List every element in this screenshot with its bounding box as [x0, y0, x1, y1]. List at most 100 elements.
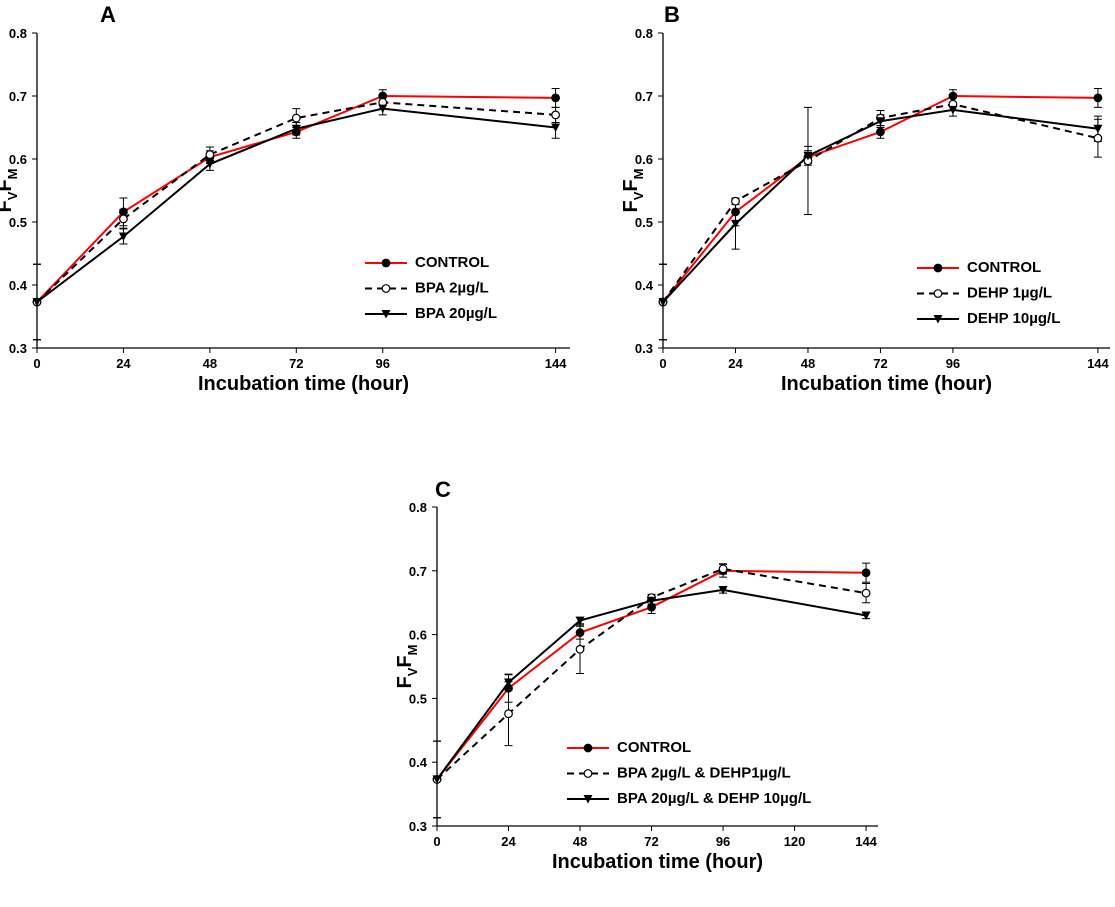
legend-label: BPA 20µg/L — [415, 305, 497, 322]
x-tick-label: 72 — [873, 356, 887, 371]
y-tick-label: 0.8 — [409, 500, 427, 515]
panel: 0 24 48 72 96 144 0.3 0.4 0.5 0.6 0.7 0.8 B Incubatio… — [620, 2, 1110, 395]
panel: 0 24 48 72 96 120 144 0.3 0.4 0.5 0.6 0.7 0.8 C Incuba… — [394, 477, 878, 873]
legend-label: BPA 2µg/L — [415, 279, 489, 296]
series-line — [36, 94, 556, 303]
y-title-subscript: V — [405, 667, 420, 676]
marker — [504, 709, 513, 719]
y-title-letter: F — [620, 200, 642, 212]
y-title-letter: F — [394, 655, 416, 667]
marker — [1093, 133, 1103, 143]
y-tick-label: 0.8 — [9, 26, 27, 41]
y-title-letter: F — [394, 676, 416, 688]
y-tick-label: 0.3 — [9, 341, 27, 356]
y-title-subscript: M — [5, 169, 20, 180]
y-tick-label: 0.7 — [635, 89, 653, 104]
y-title-subscript: M — [405, 645, 420, 656]
marker — [861, 568, 871, 578]
x-tick-label: 0 — [33, 356, 40, 371]
marker — [730, 219, 740, 229]
series-line — [36, 107, 556, 303]
y-title-letter: F — [620, 179, 642, 191]
series-line — [436, 588, 867, 781]
legend-marker — [381, 284, 391, 293]
legend-marker — [583, 769, 593, 778]
x-tick-label: 24 — [116, 356, 131, 371]
panel-label: C — [435, 477, 451, 502]
y-title-subscript: V — [631, 191, 646, 200]
y-axis-title: FVFM — [0, 169, 20, 213]
marker — [1093, 124, 1103, 134]
legend-label: DEHP 10µg/L — [967, 310, 1060, 327]
marker — [647, 596, 657, 606]
legend-label: BPA 20µg/L & DEHP 10µg/L — [617, 790, 811, 807]
panel: 0 24 48 72 96 144 0.3 0.4 0.5 0.6 0.7 0.8 A Incubatio… — [0, 2, 570, 395]
y-tick-label: 0.5 — [635, 215, 653, 230]
y-tick-label: 0.3 — [635, 341, 653, 356]
legend-marker — [381, 258, 391, 268]
marker — [948, 91, 958, 101]
x-tick-label: 120 — [784, 834, 806, 849]
marker — [32, 298, 42, 307]
marker — [575, 616, 585, 626]
y-axis-title: FVFM — [394, 645, 420, 689]
x-axis-title: Incubation time (hour) — [552, 851, 763, 873]
x-tick-label: 144 — [855, 834, 877, 849]
y-tick-label: 0.3 — [409, 819, 427, 834]
marker — [1093, 93, 1103, 103]
y-tick-label: 0.6 — [409, 628, 427, 643]
x-tick-label: 96 — [375, 356, 389, 371]
marker — [575, 628, 585, 638]
marker — [378, 104, 388, 114]
legend-label: BPA 2µg/L & DEHP1µg/L — [617, 764, 791, 781]
x-tick-label: 96 — [946, 356, 960, 371]
x-tick-label: 72 — [289, 356, 303, 371]
marker — [291, 124, 301, 134]
marker — [575, 644, 585, 654]
y-title-subscript: M — [631, 169, 646, 180]
y-tick-label: 0.4 — [635, 278, 654, 293]
marker — [948, 105, 958, 115]
marker — [551, 110, 560, 120]
x-tick-label: 48 — [573, 834, 587, 849]
marker — [876, 127, 885, 137]
x-tick-label: 24 — [501, 834, 516, 849]
x-axis-title: Incubation time (hour) — [198, 373, 409, 395]
marker — [551, 93, 560, 103]
x-tick-label: 144 — [545, 356, 567, 371]
y-tick-label: 0.7 — [409, 564, 427, 579]
y-title-letter: F — [0, 200, 16, 212]
x-tick-label: 48 — [203, 356, 217, 371]
marker — [803, 151, 813, 161]
marker — [504, 678, 514, 687]
marker — [291, 113, 301, 123]
panel-label: B — [664, 2, 680, 27]
y-tick-label: 0.5 — [409, 691, 427, 706]
marker — [658, 298, 668, 307]
legend-label: CONTROL — [617, 739, 691, 756]
marker — [731, 207, 740, 217]
marker — [205, 150, 215, 159]
legend-label: CONTROL — [415, 254, 489, 271]
y-tick-label: 0.4 — [9, 278, 28, 293]
y-tick-label: 0.6 — [9, 152, 27, 167]
x-tick-label: 144 — [1087, 356, 1109, 371]
y-tick-label: 0.7 — [9, 89, 27, 104]
marker — [731, 196, 740, 206]
legend-marker — [381, 310, 391, 319]
x-tick-label: 72 — [644, 834, 658, 849]
y-tick-label: 0.4 — [409, 755, 428, 770]
y-title-letter: F — [0, 179, 16, 191]
x-axis-title: Incubation time (hour) — [781, 373, 992, 395]
y-tick-label: 0.6 — [635, 152, 653, 167]
series-line — [662, 94, 1098, 303]
panel-label: A — [100, 2, 116, 27]
marker — [861, 588, 871, 598]
marker — [551, 123, 561, 132]
legend-marker — [933, 315, 943, 324]
marker — [861, 611, 871, 620]
legend-label: DEHP 1µg/L — [967, 284, 1052, 301]
x-tick-label: 0 — [433, 834, 440, 849]
